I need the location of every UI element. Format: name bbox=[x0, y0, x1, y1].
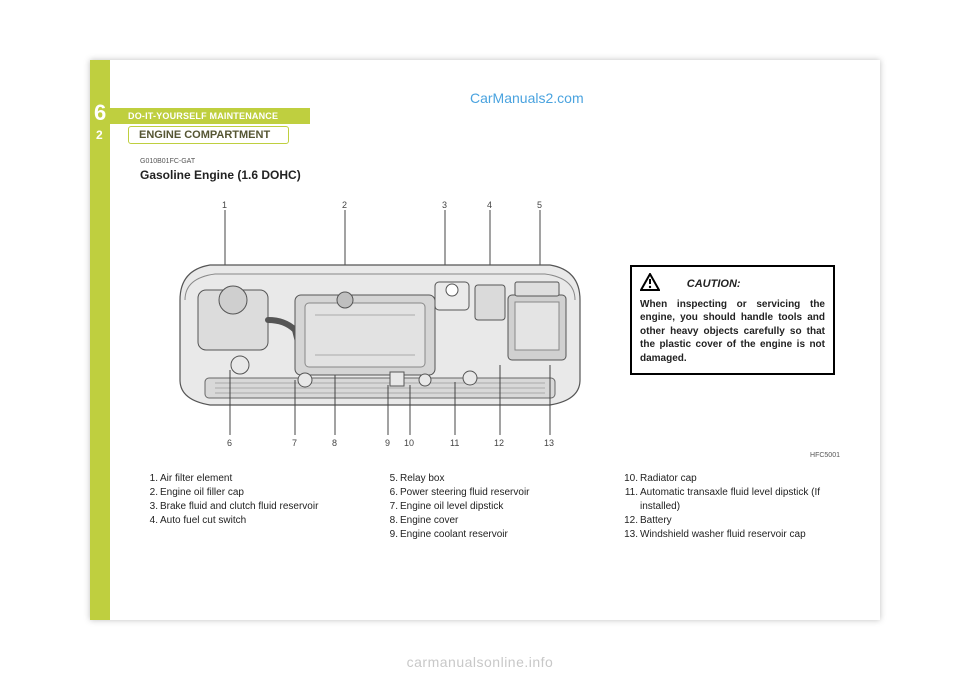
callout-5: 5 bbox=[537, 200, 542, 210]
figure-code: HFC5001 bbox=[810, 452, 840, 459]
legend-item: 12.Battery bbox=[620, 514, 850, 528]
legend-col-3: 10.Radiator cap 11.Automatic transaxle f… bbox=[620, 472, 850, 542]
legend-item: 13.Windshield washer fluid reservoir cap bbox=[620, 528, 850, 542]
legend-col-2: 5.Relay box 6.Power steering fluid reser… bbox=[380, 472, 610, 542]
section-title-pill: ENGINE COMPARTMENT bbox=[128, 126, 289, 144]
callout-11: 11 bbox=[450, 438, 459, 448]
legend-item: 8.Engine cover bbox=[380, 514, 610, 528]
footer-watermark: carmanualsonline.info bbox=[0, 654, 960, 670]
legend-item: 7.Engine oil level dipstick bbox=[380, 500, 610, 514]
legend-item: 11.Automatic transaxle fluid level dipst… bbox=[620, 486, 850, 514]
callout-13: 13 bbox=[544, 438, 554, 448]
legend-item: 3.Brake fluid and clutch fluid reservoir bbox=[140, 500, 370, 514]
legend-item: 6.Power steering fluid reservoir bbox=[380, 486, 610, 500]
warning-triangle-icon bbox=[640, 273, 660, 296]
watermark-top: CarManuals2.com bbox=[470, 90, 584, 106]
callout-12: 12 bbox=[494, 438, 504, 448]
side-accent-bar bbox=[90, 60, 110, 620]
legend-item: 1.Air filter element bbox=[140, 472, 370, 486]
legend-item: 2.Engine oil filler cap bbox=[140, 486, 370, 500]
caution-body: When inspecting or servicing the engine,… bbox=[640, 298, 825, 366]
callout-3: 3 bbox=[442, 200, 447, 210]
legend-item: 9.Engine coolant reservoir bbox=[380, 528, 610, 542]
legend-col-1: 1.Air filter element 2.Engine oil filler… bbox=[140, 472, 370, 542]
callout-4: 4 bbox=[487, 200, 492, 210]
caution-heading: CAUTION: bbox=[687, 277, 741, 292]
callout-10: 10 bbox=[404, 438, 414, 448]
legend-columns: 1.Air filter element 2.Engine oil filler… bbox=[140, 472, 850, 542]
document-code: G010B01FC-GAT bbox=[140, 158, 195, 165]
header-banner: DO-IT-YOURSELF MAINTENANCE bbox=[110, 108, 310, 124]
chapter-number: 6 bbox=[94, 100, 106, 126]
callout-8: 8 bbox=[332, 438, 337, 448]
engine-diagram: 1 2 3 4 5 bbox=[170, 200, 590, 450]
caution-box: CAUTION: When inspecting or servicing th… bbox=[630, 265, 835, 375]
callout-9: 9 bbox=[385, 438, 390, 448]
legend-item: 5.Relay box bbox=[380, 472, 610, 486]
callout-6: 6 bbox=[227, 438, 232, 448]
legend-item: 4.Auto fuel cut switch bbox=[140, 514, 370, 528]
header-text: DO-IT-YOURSELF MAINTENANCE bbox=[128, 111, 278, 121]
engine-title: Gasoline Engine (1.6 DOHC) bbox=[140, 168, 301, 182]
legend-item: 10.Radiator cap bbox=[620, 472, 850, 486]
callout-1: 1 bbox=[222, 200, 227, 210]
subpage-number: 2 bbox=[96, 128, 103, 142]
callout-2: 2 bbox=[342, 200, 347, 210]
page-frame: 6 2 DO-IT-YOURSELF MAINTENANCE ENGINE CO… bbox=[90, 60, 880, 620]
callout-7: 7 bbox=[292, 438, 297, 448]
